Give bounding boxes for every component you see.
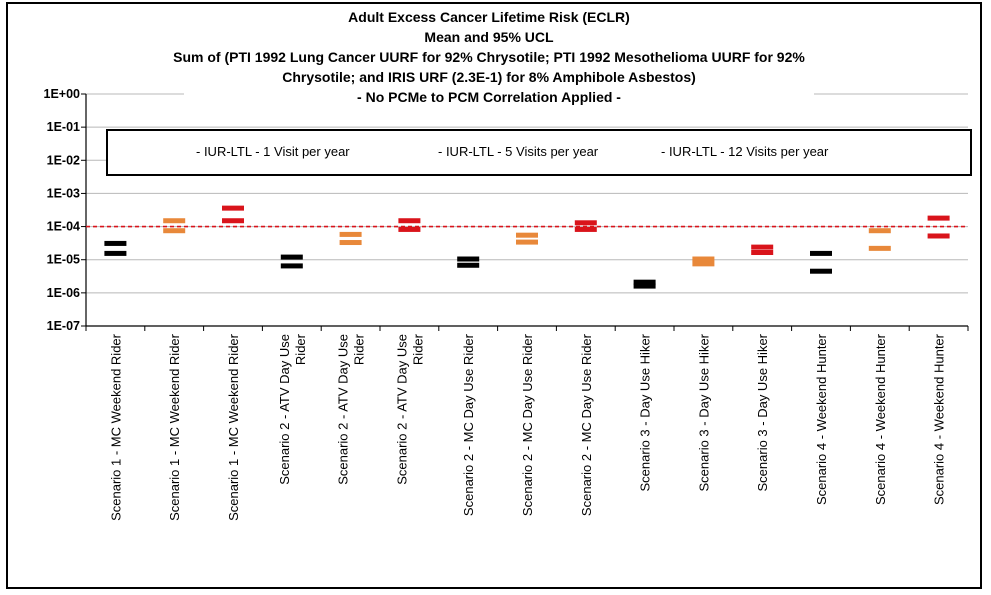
- ucl-marker: [222, 206, 244, 211]
- x-category-labels: Scenario 1 - MC Weekend Rider Scenario 1 …: [108, 333, 946, 521]
- ucl-marker: [634, 280, 656, 285]
- x-category-label: Scenario 1 - MC Weekend Rider: [226, 333, 241, 521]
- chart-title-line-4: Chrysotile; and IRIS URF (2.3E-1) for 8%…: [282, 69, 696, 85]
- mean-marker: [692, 261, 714, 266]
- chart-svg: - IUR-LTL - 1 Visit per year - IUR-LTL -…: [8, 4, 980, 587]
- y-tick-label: 1E-04: [47, 220, 80, 234]
- x-category-label-line: Scenario 3 - Day Use Hiker: [638, 333, 653, 491]
- x-category-label-line: Scenario 2 - ATV Day Use: [394, 334, 409, 485]
- x-category-label-line: Scenario 4 - Weekend Hunter: [814, 333, 829, 505]
- x-category-label: Scenario 3 - Day Use Hiker: [755, 333, 770, 491]
- chart-title-line-1: Adult Excess Cancer Lifetime Risk (ECLR): [348, 9, 630, 25]
- ucl-marker: [163, 218, 185, 223]
- mean-marker: [281, 263, 303, 268]
- legend-label-1: - IUR-LTL - 1 Visit per year: [196, 144, 350, 159]
- ucl-marker: [692, 257, 714, 262]
- x-category-label-line: Scenario 1 - MC Weekend Rider: [167, 333, 182, 521]
- y-tick-label: 1E+00: [44, 87, 81, 101]
- mean-marker: [810, 269, 832, 274]
- ucl-marker: [810, 251, 832, 256]
- mean-marker: [340, 240, 362, 245]
- y-tick-label: 1E-06: [47, 286, 80, 300]
- chart-title-line-5: - No PCMe to PCM Correlation Applied -: [357, 89, 621, 105]
- mean-marker: [751, 250, 773, 255]
- legend-entry-1: - IUR-LTL - 1 Visit per year: [196, 144, 350, 159]
- x-category-label-line: Rider: [410, 333, 425, 365]
- ucl-marker: [516, 233, 538, 238]
- chart-title-line-3: Sum of (PTI 1992 Lung Cancer UURF for 92…: [173, 49, 805, 65]
- x-category-label-line: Scenario 2 - MC Day Use Rider: [579, 333, 594, 516]
- ucl-marker: [398, 218, 420, 223]
- ucl-marker: [340, 232, 362, 237]
- chart-frame: - IUR-LTL - 1 Visit per year - IUR-LTL -…: [6, 2, 982, 589]
- ucl-marker: [751, 245, 773, 250]
- legend-entry-2: - IUR-LTL - 5 Visits per year: [438, 144, 599, 159]
- y-tick-label: 1E-03: [47, 186, 80, 200]
- x-category-label: Scenario 4 - Weekend Hunter: [814, 333, 829, 505]
- mean-marker: [163, 228, 185, 233]
- mean-marker: [457, 263, 479, 268]
- x-category-label: Scenario 2 - MC Day Use Rider: [461, 333, 476, 516]
- mean-marker: [222, 218, 244, 223]
- x-category-label-line: Scenario 1 - MC Weekend Rider: [226, 333, 241, 521]
- y-tick-label: 1E-05: [47, 253, 80, 267]
- x-category-label-line: Scenario 1 - MC Weekend Rider: [108, 333, 123, 521]
- x-category-label-line: Scenario 2 - MC Day Use Rider: [461, 333, 476, 516]
- ucl-marker: [104, 241, 126, 246]
- x-category-label: Scenario 1 - MC Weekend Rider: [108, 333, 123, 521]
- ucl-marker: [928, 216, 950, 221]
- x-category-label-line: Scenario 4 - Weekend Hunter: [932, 333, 947, 505]
- mean-marker: [928, 233, 950, 238]
- ucl-marker: [457, 257, 479, 262]
- x-category-label-line: Rider: [352, 333, 367, 365]
- y-tick-label: 1E-02: [47, 153, 80, 167]
- x-category-label: Scenario 3 - Day Use Hiker: [638, 333, 653, 491]
- mean-marker: [104, 251, 126, 256]
- x-category-label: Scenario 2 - MC Day Use Rider: [520, 333, 535, 516]
- ucl-marker: [281, 255, 303, 260]
- x-category-label: Scenario 3 - Day Use Hiker: [696, 333, 711, 491]
- x-category-label: Scenario 4 - Weekend Hunter: [873, 333, 888, 505]
- mean-marker: [575, 227, 597, 232]
- x-category-label-line: Rider: [293, 333, 308, 365]
- x-category-label-line: Scenario 2 - ATV Day Use: [336, 334, 351, 485]
- ucl-marker: [869, 228, 891, 233]
- x-category-label-line: Scenario 3 - Day Use Hiker: [696, 333, 711, 491]
- x-category-label-line: Scenario 2 - ATV Day Use: [277, 334, 292, 485]
- x-category-label-line: Scenario 4 - Weekend Hunter: [873, 333, 888, 505]
- y-tick-label: 1E-07: [47, 319, 80, 333]
- ucl-marker: [575, 220, 597, 225]
- x-category-label: Scenario 2 - MC Day Use Rider: [579, 333, 594, 516]
- x-category-label-line: Scenario 3 - Day Use Hiker: [755, 333, 770, 491]
- mean-marker: [398, 227, 420, 232]
- legend-entry-3: - IUR-LTL - 12 Visits per year: [661, 144, 829, 159]
- mean-marker: [869, 246, 891, 251]
- mean-marker: [516, 240, 538, 245]
- legend-label-2: - IUR-LTL - 5 Visits per year: [438, 144, 599, 159]
- y-tick-label: 1E-01: [47, 120, 80, 134]
- legend-label-3: - IUR-LTL - 12 Visits per year: [661, 144, 829, 159]
- chart-title-line-2: Mean and 95% UCL: [424, 29, 554, 45]
- x-category-label-line: Scenario 2 - MC Day Use Rider: [520, 333, 535, 516]
- x-category-label: Scenario 1 - MC Weekend Rider: [167, 333, 182, 521]
- x-category-label: Scenario 4 - Weekend Hunter: [932, 333, 947, 505]
